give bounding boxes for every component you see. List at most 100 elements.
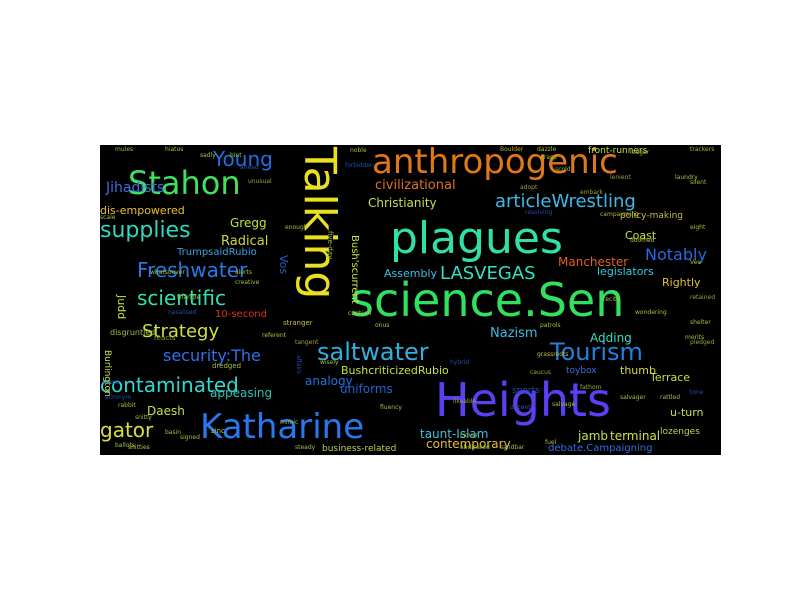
cloud-word-appeasing: appeasing <box>210 386 273 400</box>
cloud-word-dazzle: dazzle <box>537 146 557 153</box>
cloud-word-stranger: stranger <box>283 319 313 327</box>
cloud-word-acronym: acronym <box>105 394 132 401</box>
cloud-word-onus: onus <box>375 322 390 329</box>
cloud-word-vee: Vee <box>690 259 702 266</box>
cloud-word-cushion: cushion <box>348 310 372 317</box>
cloud-word-gregg: Gregg <box>230 216 267 230</box>
cloud-word-civilizational: civilizational <box>375 178 456 193</box>
cloud-word-rabbit: rabbit <box>118 402 136 409</box>
cloud-word-terrace: Terrace <box>650 371 691 384</box>
cloud-word-decent: decent <box>510 404 531 411</box>
cloud-word-salvager: salvager <box>620 394 646 401</box>
cloud-word-hybrid: hybrid <box>450 359 470 366</box>
cloud-word-radical: Radical <box>221 234 269 249</box>
cloud-word-clover: clover <box>460 432 479 439</box>
cloud-word-grassroots: grassroots <box>537 351 569 358</box>
cloud-word-rightly: Rightly <box>662 276 701 289</box>
cloud-word-noble: noble <box>350 147 367 154</box>
cloud-word-trumpsaidrubio: TrumpsaidRubio <box>177 247 257 258</box>
cloud-word-basin: basin <box>165 429 182 436</box>
cloud-word-embark: embark <box>580 189 603 196</box>
cloud-word-abdicated: abdicated <box>460 444 490 451</box>
cloud-word-judd: Judd <box>115 295 128 320</box>
cloud-word-scientific: scientific <box>137 286 226 310</box>
cloud-word-thumb: thumb <box>620 364 656 377</box>
cloud-word-sports: sports <box>512 386 540 396</box>
cloud-word-bushcriticizedrubio: BushcriticizedRubio <box>341 364 449 377</box>
cloud-word-alerts: alerts <box>235 269 252 276</box>
cloud-word-contemporary: contemporary <box>426 437 511 451</box>
cloud-word-ahead: ahead <box>240 164 259 171</box>
cloud-word-katharine: Katharine <box>200 407 365 447</box>
cloud-word-snitty: snitty <box>135 414 152 421</box>
cloud-word-manchester: Manchester <box>558 255 629 269</box>
cloud-word-shelter: shelter <box>690 319 711 326</box>
cloud-word-freshwater: Freshwater <box>137 258 248 282</box>
cloud-word-fuel: fuel <box>545 439 557 446</box>
cloud-word-caucus: caucus <box>530 369 552 376</box>
cloud-word-snitties: snitties <box>128 444 150 451</box>
cloud-word-nasalised: nasalised <box>168 309 197 316</box>
cloud-word-sadly: sadly <box>200 152 216 159</box>
cloud-word-tourism: Tourism <box>550 338 643 366</box>
cloud-word-business-related: business-related <box>322 444 397 454</box>
cloud-word-science-sen: science.Sen <box>350 273 625 327</box>
cloud-word-daesh: Daesh <box>147 404 185 418</box>
cloud-word-whatsoever: whatsoever <box>150 269 185 276</box>
cloud-word-merits: merits <box>685 334 705 341</box>
cloud-word-grasp: grasp <box>540 154 557 161</box>
cloud-word-fathom: fathom <box>580 384 602 391</box>
cloud-word-uniforms: uniforms <box>340 382 393 396</box>
cloud-word-unusual: unusual <box>248 178 272 185</box>
cloud-word-salvage: salvage <box>552 401 576 408</box>
cloud-word-forbidden: forbidden <box>345 162 374 169</box>
cloud-word-lasvegas: LASVEGAS <box>440 263 536 284</box>
cloud-word-scold: scold <box>555 166 571 173</box>
cloud-word-notably: Notably <box>645 245 707 264</box>
cloud-word-creative: creative <box>235 279 260 286</box>
cloud-word-security-the: security:The <box>163 346 261 365</box>
cloud-word-terminal: terminal <box>610 429 661 443</box>
cloud-word-lozenges: lozenges <box>660 427 700 437</box>
cloud-word-reacts: reacts <box>154 334 176 342</box>
cloud-word-steady: steady <box>295 444 316 451</box>
cloud-word-campaigning: campaigning <box>600 211 639 218</box>
word-cloud: Talking science.Sen plagues Heights anthropo… <box>100 145 721 455</box>
cloud-word-stahon: Stahon <box>128 164 241 202</box>
cloud-word-zinc: zinc <box>211 427 225 435</box>
cloud-word-young: Young <box>213 147 273 171</box>
cloud-word-trackers: trackers <box>690 146 715 153</box>
cloud-word-referent: referent <box>262 332 287 339</box>
cloud-word-burlington: Burlington <box>102 350 112 397</box>
cloud-word-jamb: jamb <box>578 429 608 443</box>
cloud-word-strategy: Strategy <box>142 321 220 342</box>
cloud-word-affairs: affairs <box>295 355 302 374</box>
cloud-word-mules: mules <box>115 146 134 153</box>
cloud-word-policy-making: policy-making <box>620 211 683 221</box>
cloud-word-supplies: supplies <box>100 218 191 243</box>
cloud-word-ledger: ledger <box>630 149 650 156</box>
cloud-word-sandbar: sandbar <box>500 444 525 451</box>
cloud-word-hiatus: hiatus <box>165 146 184 153</box>
cloud-word-articlewrestling: articleWrestling <box>495 191 636 212</box>
cloud-word-toybox: toybox <box>566 366 597 376</box>
cloud-word-plagues: plagues <box>390 213 563 264</box>
cloud-word-front-runners: front-runners <box>588 146 648 156</box>
cloud-word-adding: Adding <box>590 331 632 345</box>
cloud-word-doomed: doomed <box>630 237 655 244</box>
cloud-word-heights: Heights <box>435 373 612 427</box>
cloud-word-recite: recite <box>603 296 621 303</box>
cloud-word-tangent: tangent <box>295 339 319 346</box>
cloud-word-disgruntled: disgruntled <box>110 328 156 337</box>
cloud-word-gator: gator <box>100 418 154 442</box>
cloud-word-10-second: 10-second <box>215 309 267 320</box>
cloud-word-scale: scale <box>100 214 116 221</box>
cloud-word-patrols: patrols <box>540 322 561 329</box>
cloud-word-dis-empowered: dis-empowered <box>100 204 185 217</box>
cloud-word-boulder: Boulder <box>500 146 524 153</box>
cloud-word-pledged: pledged <box>690 339 715 346</box>
cloud-word-coast: Coast <box>625 229 657 242</box>
cloud-word-rattled: rattled <box>660 394 681 401</box>
cloud-word-christianity: Christianity <box>368 196 437 210</box>
cloud-word-wondering: wondering <box>635 309 667 316</box>
